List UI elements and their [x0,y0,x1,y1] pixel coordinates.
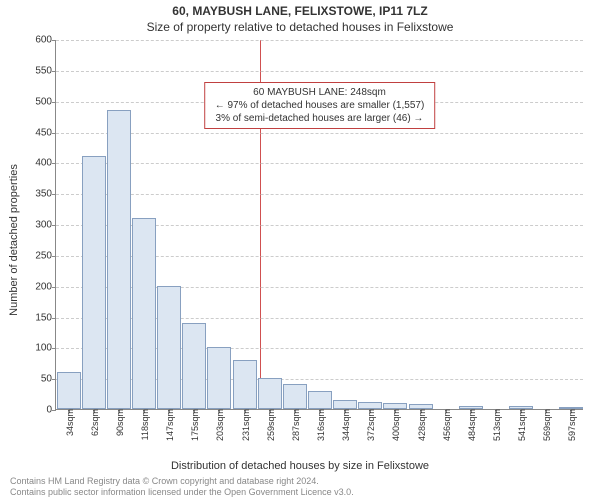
y-tick-mark [52,194,56,195]
y-tick-label: 150 [35,312,52,323]
chart-container: 60, MAYBUSH LANE, FELIXSTOWE, IP11 7LZ S… [0,0,600,500]
y-tick-mark [52,225,56,226]
y-tick-mark [52,102,56,103]
y-tick-mark [52,410,56,411]
y-gridline [56,71,583,72]
histogram-bar [182,323,206,409]
y-tick-label: 0 [46,405,52,416]
x-tick-label: 175sqm [190,409,200,441]
x-tick-label: 147sqm [165,409,175,441]
y-tick-label: 400 [35,158,52,169]
histogram-bar [258,378,282,409]
y-tick-label: 550 [35,65,52,76]
histogram-bar [82,156,106,409]
y-gridline [56,40,583,41]
info-box: 60 MAYBUSH LANE: 248sqm ← 97% of detache… [204,82,436,129]
histogram-bar [358,402,382,409]
y-tick-mark [52,287,56,288]
footer-line2: Contains public sector information licen… [10,487,590,498]
histogram-bar [132,218,156,409]
y-tick-label: 600 [35,35,52,46]
x-tick-label: 484sqm [467,409,477,441]
chart-title-line1: 60, MAYBUSH LANE, FELIXSTOWE, IP11 7LZ [0,4,600,18]
y-tick-mark [52,379,56,380]
y-axis-label: Number of detached properties [8,164,20,316]
x-tick-label: 287sqm [291,409,301,441]
info-line2: ← 97% of detached houses are smaller (1,… [215,99,425,112]
footer-line1: Contains HM Land Registry data © Crown c… [10,476,590,487]
y-tick-label: 50 [41,374,52,385]
plot-area: 60 MAYBUSH LANE: 248sqm ← 97% of detache… [55,40,583,410]
histogram-bar [308,391,332,410]
x-axis-label: Distribution of detached houses by size … [0,460,600,472]
x-tick-label: 513sqm [492,409,502,441]
info-line1: 60 MAYBUSH LANE: 248sqm [215,86,425,99]
y-gridline [56,163,583,164]
y-tick-label: 450 [35,127,52,138]
y-tick-mark [52,133,56,134]
x-tick-label: 541sqm [517,409,527,441]
histogram-bar [333,400,357,409]
x-tick-label: 344sqm [341,409,351,441]
histogram-bar [157,286,181,409]
y-tick-label: 100 [35,343,52,354]
histogram-bar [207,347,231,409]
x-tick-label: 231sqm [241,409,251,441]
x-tick-label: 34sqm [65,409,75,436]
x-tick-label: 90sqm [115,409,125,436]
y-tick-mark [52,71,56,72]
x-tick-label: 62sqm [90,409,100,436]
info-line3: 3% of semi-detached houses are larger (4… [215,112,425,125]
histogram-bar [107,110,131,409]
y-tick-mark [52,40,56,41]
y-tick-mark [52,256,56,257]
y-tick-mark [52,163,56,164]
x-tick-label: 428sqm [417,409,427,441]
y-gridline [56,194,583,195]
x-tick-label: 316sqm [316,409,326,441]
x-tick-label: 569sqm [542,409,552,441]
x-tick-label: 400sqm [391,409,401,441]
y-gridline [56,133,583,134]
histogram-bar [283,384,307,409]
histogram-bar [233,360,257,409]
x-tick-label: 597sqm [567,409,577,441]
y-tick-label: 200 [35,281,52,292]
histogram-bar [57,372,81,409]
x-tick-label: 372sqm [366,409,376,441]
x-tick-label: 259sqm [266,409,276,441]
y-tick-label: 250 [35,250,52,261]
y-tick-label: 500 [35,96,52,107]
x-tick-label: 118sqm [140,409,150,440]
y-tick-label: 300 [35,220,52,231]
footer-text: Contains HM Land Registry data © Crown c… [10,476,590,498]
y-tick-mark [52,318,56,319]
y-tick-label: 350 [35,189,52,200]
chart-title-line2: Size of property relative to detached ho… [0,20,600,34]
y-tick-mark [52,348,56,349]
x-tick-label: 456sqm [442,409,452,441]
x-tick-label: 203sqm [215,409,225,441]
